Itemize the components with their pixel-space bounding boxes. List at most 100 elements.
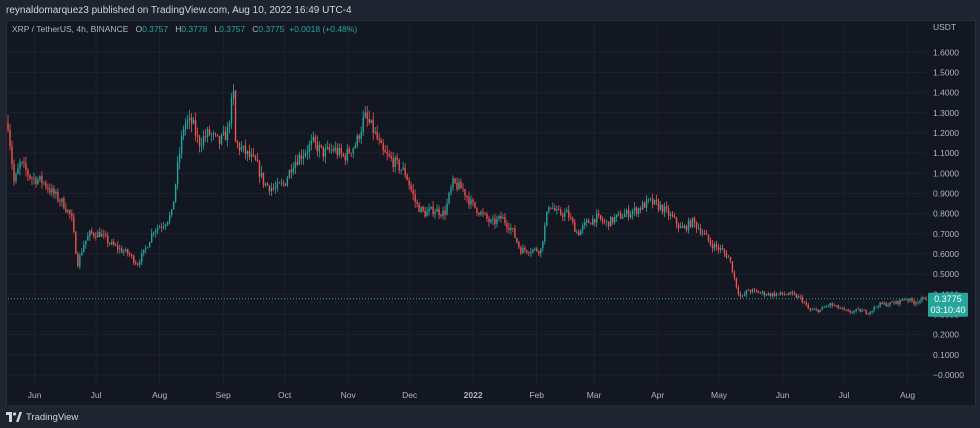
candle-body xyxy=(837,305,839,309)
candle-body xyxy=(725,252,728,258)
candle-body xyxy=(777,293,780,295)
candle-body xyxy=(260,172,263,177)
candle-body xyxy=(859,308,861,312)
candle-body xyxy=(905,299,907,300)
candle-body xyxy=(278,182,281,184)
candle-body xyxy=(673,216,676,218)
candle-body xyxy=(392,158,394,168)
candle-body xyxy=(308,144,311,152)
candle-body xyxy=(556,209,558,211)
candle-body xyxy=(59,200,61,202)
candle-body xyxy=(162,226,165,228)
candle-body xyxy=(775,293,778,296)
candle-body xyxy=(216,134,219,137)
candle-body xyxy=(631,211,634,215)
candle-body xyxy=(214,133,217,135)
candle-body xyxy=(909,298,911,301)
candle-body xyxy=(67,210,69,212)
candle-body xyxy=(528,252,530,254)
candle-body xyxy=(244,145,247,155)
candle-body xyxy=(63,198,65,209)
candle-body xyxy=(643,202,646,208)
candle-body xyxy=(242,145,245,148)
candle-body xyxy=(504,217,506,224)
candle-body xyxy=(647,198,650,200)
candle-body xyxy=(39,175,41,180)
candle-body xyxy=(767,293,770,295)
candle-body xyxy=(657,201,660,210)
candle-body xyxy=(568,210,570,218)
candle-body xyxy=(584,222,586,226)
candle-body xyxy=(374,131,376,133)
candle-body xyxy=(562,214,564,217)
x-tick-label: Jun xyxy=(28,390,42,400)
candle-body xyxy=(346,148,348,161)
candle-body xyxy=(747,290,750,291)
candle-body xyxy=(17,168,19,174)
candle-body xyxy=(801,296,803,302)
candle-body xyxy=(270,187,273,192)
candle-body xyxy=(711,244,714,249)
candle-body xyxy=(695,222,698,229)
candle-body xyxy=(45,182,47,188)
x-tick-label: Apr xyxy=(651,390,664,400)
candle-body xyxy=(372,119,374,133)
legend-change: +0.0018 (+0.48%) xyxy=(289,24,358,34)
candle-body xyxy=(516,237,518,243)
candle-body xyxy=(925,297,927,301)
candle-body xyxy=(530,252,532,254)
candle-body xyxy=(839,308,841,309)
candle-body xyxy=(755,290,758,292)
candle-body xyxy=(119,248,121,250)
candle-body xyxy=(635,207,638,214)
candle-body xyxy=(358,135,360,139)
series-legend: XRP / TetherUS, 4h, BINANCE O0.3757 H0.3… xyxy=(12,24,357,34)
candle-body xyxy=(184,122,187,129)
tradingview-logo[interactable]: TradingView xyxy=(6,411,78,423)
candle-body xyxy=(454,178,456,184)
candle-body xyxy=(466,195,468,198)
candle-body xyxy=(476,207,478,214)
y-tick-label: 0.6000 xyxy=(933,249,959,259)
candle-body xyxy=(145,248,147,250)
candle-body xyxy=(787,294,789,296)
candle-body xyxy=(382,143,384,151)
candle-body xyxy=(180,135,183,154)
candle-body xyxy=(318,144,321,152)
candle-body xyxy=(891,302,893,303)
candle-body xyxy=(580,229,582,236)
y-tick-label: 0.5000 xyxy=(933,269,959,279)
candle-body xyxy=(739,294,742,296)
candle-body xyxy=(564,212,566,217)
candle-body xyxy=(600,215,602,220)
candle-body xyxy=(314,136,317,143)
candle-body xyxy=(364,112,366,118)
legend-open-value: 0.3757 xyxy=(142,24,169,34)
candle-body xyxy=(815,309,817,311)
candle-body xyxy=(206,129,209,137)
candle-body xyxy=(388,153,390,156)
tradingview-logo-icon xyxy=(6,412,22,422)
candle-body xyxy=(727,256,730,258)
candle-body xyxy=(27,170,29,176)
x-tick-label: Oct xyxy=(278,390,292,400)
candle-body xyxy=(474,202,476,208)
candle-body xyxy=(396,157,398,160)
candle-body xyxy=(518,242,520,248)
candle-body xyxy=(733,272,736,278)
candle-body xyxy=(420,206,422,212)
candle-body xyxy=(53,188,55,195)
candle-body xyxy=(751,289,754,293)
candle-body xyxy=(671,214,674,217)
legend-high-label: H xyxy=(175,24,182,34)
candle-body xyxy=(85,240,87,245)
candle-body xyxy=(851,312,853,314)
candle-body xyxy=(494,218,496,224)
candle-body xyxy=(522,247,524,254)
candle-body xyxy=(264,183,267,185)
candle-body xyxy=(827,305,829,307)
candle-body xyxy=(588,220,590,224)
candle-body xyxy=(258,161,261,177)
candle-body xyxy=(691,217,694,228)
